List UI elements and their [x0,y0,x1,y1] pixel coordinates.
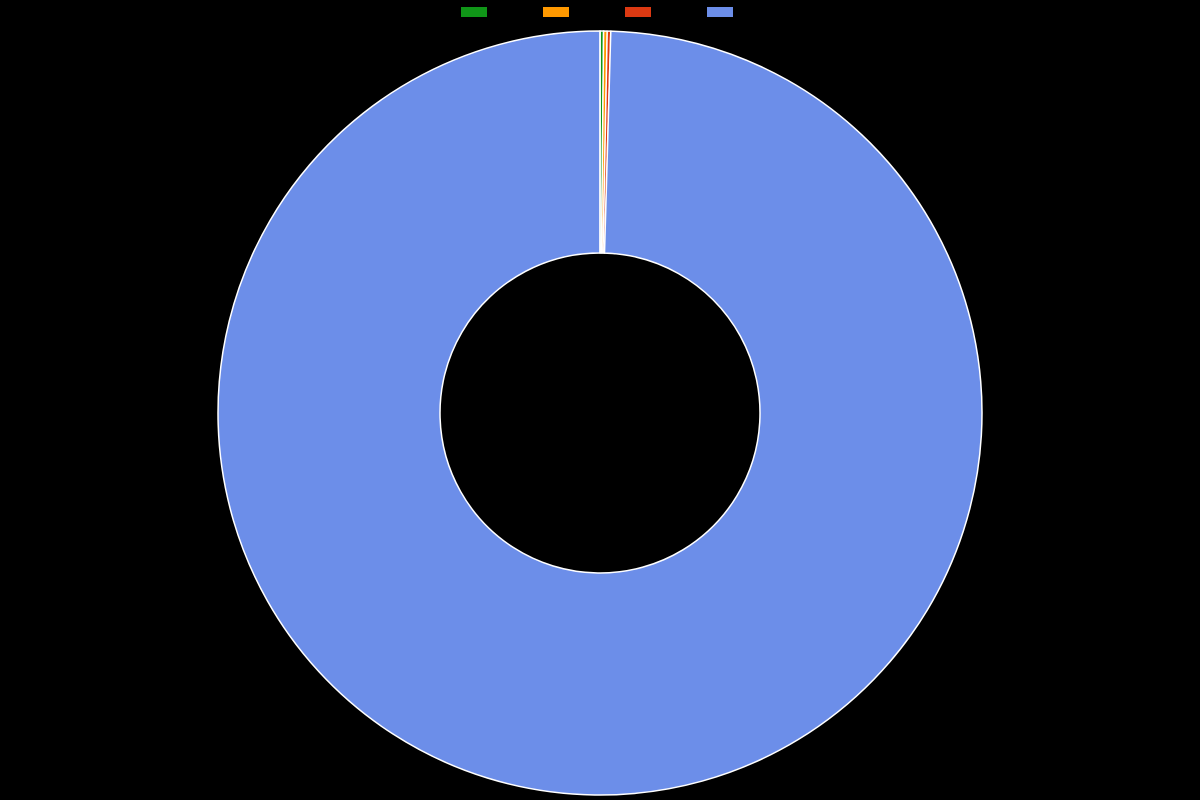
legend [0,6,1200,18]
legend-item [624,6,658,18]
legend-swatch [706,6,734,18]
legend-swatch [624,6,652,18]
donut-chart [216,29,984,797]
legend-swatch [542,6,570,18]
legend-swatch [460,6,488,18]
chart-area [0,26,1200,800]
legend-item [706,6,740,18]
legend-item [542,6,576,18]
legend-item [460,6,494,18]
